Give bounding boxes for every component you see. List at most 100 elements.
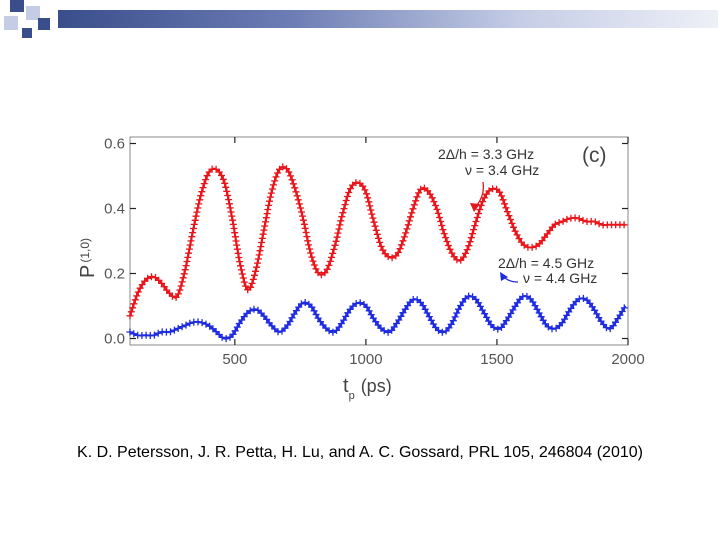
data-point [474, 299, 482, 307]
data-point [193, 208, 201, 216]
data-point [129, 304, 137, 312]
x-axis-label: tp (ps) [343, 375, 392, 402]
data-point [483, 313, 491, 321]
data-point [423, 309, 431, 317]
data-point [352, 179, 360, 187]
data-point [470, 226, 478, 234]
data-point [299, 216, 307, 224]
data-point [192, 212, 200, 220]
data-point [189, 229, 197, 237]
data-point [469, 230, 476, 238]
data-point [291, 184, 299, 192]
data-point [364, 194, 372, 202]
axis-ticks [130, 137, 629, 345]
data-point [178, 278, 186, 286]
data-point [144, 274, 152, 282]
data-point [439, 226, 447, 234]
data-point [559, 217, 567, 225]
data-point [455, 305, 462, 313]
data-point [271, 177, 279, 185]
data-point [437, 218, 445, 225]
data-point [462, 249, 469, 257]
data-point [496, 188, 504, 196]
data-point [126, 312, 134, 320]
data-point [239, 274, 247, 282]
data-point [170, 326, 178, 334]
data-point [179, 274, 187, 282]
data-point [236, 258, 244, 266]
data-point [404, 221, 412, 229]
data-point [397, 312, 405, 320]
data-point [288, 176, 296, 184]
data-point [401, 305, 409, 313]
data-point [182, 321, 190, 329]
data-point [287, 172, 295, 180]
data-point [376, 238, 384, 246]
data-point [434, 209, 442, 217]
data-point [251, 271, 258, 279]
data-point [501, 200, 508, 208]
data-point [303, 233, 311, 241]
data-point [174, 324, 182, 332]
data-point [223, 187, 231, 195]
data-point [537, 313, 545, 321]
data-point [427, 316, 435, 324]
data-point [620, 221, 628, 229]
data-point [126, 328, 134, 336]
data-point [409, 205, 417, 213]
data-point [561, 315, 569, 323]
data-point [363, 190, 370, 198]
data-point [297, 300, 305, 308]
data-point [503, 208, 511, 216]
data-point [513, 231, 521, 239]
data-point [306, 245, 314, 253]
data-point [407, 213, 414, 221]
data-point [438, 222, 446, 229]
data-point [200, 180, 208, 188]
data-point [301, 299, 309, 306]
data-point [203, 172, 211, 180]
data-point [274, 169, 281, 177]
data-point [133, 292, 141, 300]
data-point [219, 175, 227, 183]
data-point [446, 245, 454, 253]
data-point [293, 192, 301, 200]
data-point [229, 220, 237, 228]
data-point [467, 234, 475, 242]
data-point [396, 245, 404, 253]
data-point [367, 206, 375, 214]
data-point [253, 263, 261, 271]
data-point [227, 208, 235, 216]
data-point [384, 253, 392, 261]
deco-square-dark [38, 18, 50, 30]
data-point [433, 205, 441, 213]
data-point [285, 168, 293, 176]
data-point [377, 242, 385, 250]
data-point [448, 249, 456, 257]
data-point [325, 261, 333, 269]
data-point [255, 251, 263, 259]
data-point [447, 320, 455, 328]
data-point [185, 245, 193, 253]
data-point [264, 206, 272, 213]
data-point [507, 310, 515, 317]
data-point [593, 310, 601, 318]
data-point [237, 262, 244, 270]
data-point [380, 327, 388, 335]
data-point [395, 316, 403, 324]
data-point [237, 266, 245, 274]
data-point [323, 265, 331, 273]
data-point [476, 206, 484, 213]
data-point [304, 237, 312, 245]
data-point [334, 229, 342, 237]
data-point [222, 183, 230, 191]
data-point [329, 249, 337, 257]
data-point [202, 176, 210, 184]
data-point [367, 311, 375, 319]
data-point [183, 258, 191, 265]
data-point [544, 323, 552, 331]
data-point [340, 316, 348, 324]
data-point [194, 204, 202, 212]
data-point [232, 237, 240, 245]
data-point [473, 214, 481, 221]
